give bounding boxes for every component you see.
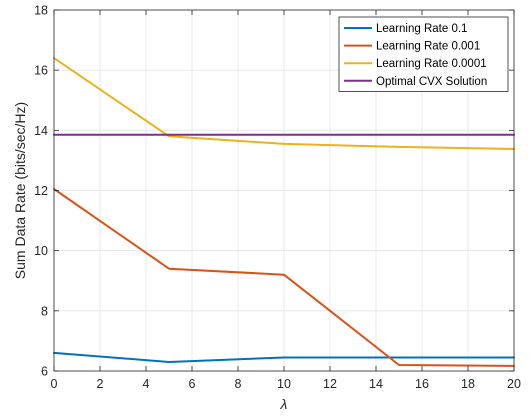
y-tick-label: 12 <box>34 184 48 198</box>
series-line-2 <box>53 188 515 367</box>
y-tick-label: 14 <box>34 124 48 138</box>
legend-entry: Optimal CVX Solution <box>376 76 487 88</box>
legend-box <box>338 16 509 92</box>
y-tick-label: 8 <box>41 304 48 318</box>
legend: Learning Rate 0.1 Learning Rate 0.001 Lear… <box>338 16 509 92</box>
x-tick-label: 0 <box>51 377 58 391</box>
x-tick-label: 18 <box>461 377 475 391</box>
x-axis-label: λ <box>280 396 288 412</box>
series-line-1 <box>53 351 515 363</box>
x-tick-label: 8 <box>235 377 242 391</box>
x-tick-label: 16 <box>415 377 429 391</box>
legend-entry: Learning Rate 0.1 <box>376 23 467 35</box>
x-tick-label: 14 <box>369 377 383 391</box>
y-tick-label: 16 <box>34 64 48 78</box>
legend-entry: Learning Rate 0.001 <box>376 41 480 53</box>
y-axis-label: Sum Data Rate (bits/sec/Hz) <box>12 102 28 279</box>
axis-ticks <box>53 9 515 372</box>
x-tick-label: 12 <box>323 377 337 391</box>
x-tick-label: 2 <box>97 377 104 391</box>
x-tick-label: 6 <box>189 377 196 391</box>
y-tick-labels: 6 8 10 12 14 16 18 <box>34 4 48 379</box>
series-line-3 <box>53 57 515 150</box>
x-tick-label: 10 <box>277 377 291 391</box>
series-lines <box>53 57 515 367</box>
legend-entry: Learning Rate 0.0001 <box>376 58 487 70</box>
x-tick-labels: 0 2 4 6 8 10 12 14 16 18 20 <box>51 377 521 391</box>
y-tick-label: 10 <box>34 244 48 258</box>
x-tick-label: 20 <box>507 377 521 391</box>
y-tick-label: 6 <box>41 365 48 379</box>
y-tick-label: 18 <box>34 4 48 18</box>
x-tick-label: 4 <box>143 377 150 391</box>
